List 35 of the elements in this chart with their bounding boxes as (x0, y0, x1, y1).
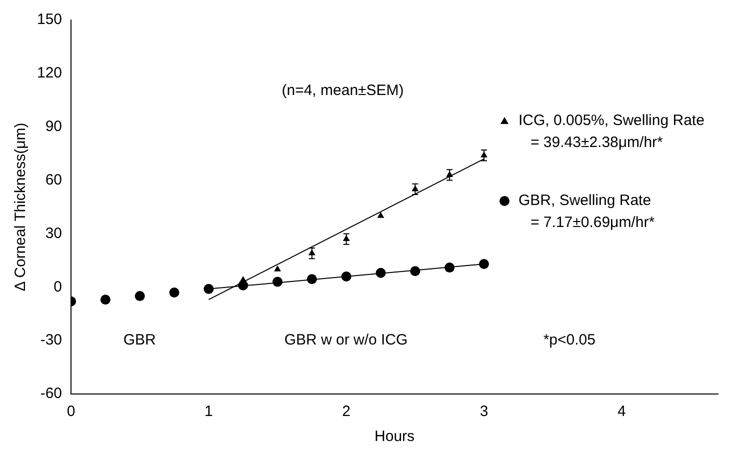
y-axis-title: Δ Corneal Thickness(μm) (12, 122, 30, 292)
y-tick-label: 150 (36, 11, 62, 28)
point (169, 287, 180, 298)
annotation: GBR w or w/o ICG (284, 332, 408, 349)
x-tick-label: 4 (617, 403, 626, 420)
point (204, 284, 214, 294)
y-tick-label: 0 (54, 278, 62, 296)
point (306, 274, 317, 284)
point (100, 294, 110, 305)
annotation: GBR (123, 332, 156, 349)
x-tick-label: 3 (480, 403, 488, 420)
x-tick-label: 0 (66, 403, 76, 420)
point (410, 266, 420, 276)
point (134, 291, 145, 302)
point (376, 268, 386, 278)
y-tick-label: -30 (40, 332, 62, 349)
point (478, 258, 489, 269)
y-tick-label: 120 (36, 64, 62, 82)
x-axis-title: Hours (374, 428, 415, 446)
point (240, 276, 247, 282)
point (274, 265, 281, 272)
point (341, 271, 352, 282)
point (377, 212, 384, 218)
point (444, 262, 455, 273)
annotation: *p<0.05 (543, 332, 596, 349)
y-tick-label: 90 (45, 118, 62, 135)
y-tick-label: 60 (45, 171, 62, 188)
point (272, 276, 283, 287)
annotation: (n=4, mean±SEM) (282, 82, 404, 100)
legend-label: GBR, Swelling Rate = 7.17±0.69μm/hr* (518, 192, 655, 232)
y-tick-label: 30 (45, 224, 62, 242)
y-tick-label: -60 (40, 385, 62, 402)
x-tick-label: 1 (204, 403, 213, 420)
x-tick-label: 2 (342, 403, 351, 420)
legend-label: ICG, 0.005%, Swelling Rate = 39.43±2.38μm/hr* (518, 112, 704, 152)
